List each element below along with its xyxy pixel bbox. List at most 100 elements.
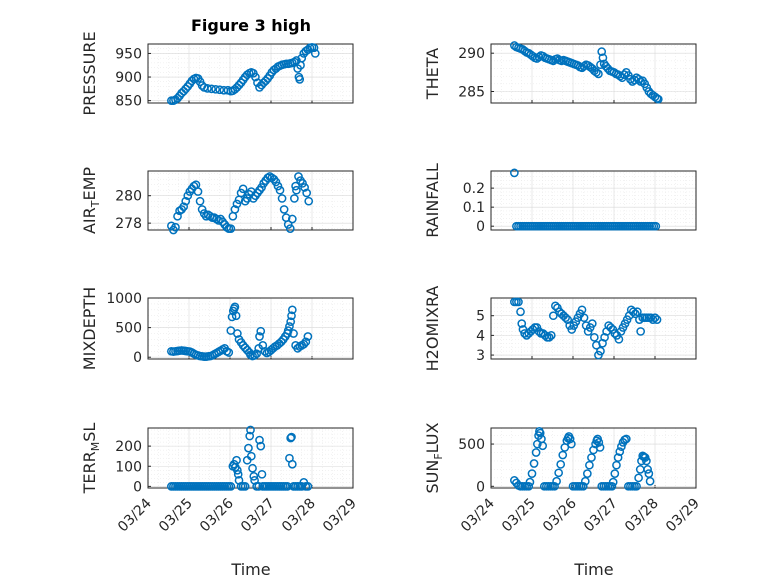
subplot-grid: 850 900 950 PRESSURE 285 290 THETA 278 280 AIRTEM… (80, 31, 703, 535)
y-axis-label-4: MIXDEPTH (80, 287, 99, 370)
data-point-6-52 (257, 469, 267, 479)
data-point-1-34 (579, 61, 589, 71)
axes-border-1 (490, 43, 697, 104)
data-point-6-68 (287, 432, 296, 442)
data-point-6-49 (254, 482, 264, 491)
data-point-7-64 (621, 434, 631, 444)
data-point-0-20 (215, 85, 225, 95)
data-point-5-39 (587, 319, 597, 328)
data-point-5-2 (514, 297, 523, 307)
data-point-2-59 (287, 214, 297, 224)
data-point-2-8 (183, 191, 193, 201)
x-tick-label-6-2: 03/26 (197, 495, 237, 535)
data-point-6-45 (248, 463, 257, 473)
y-tick-label-7-1: 500 (458, 437, 485, 453)
x-tick-label-6-0: 03/24 (115, 495, 155, 535)
data-point-4-44 (250, 351, 259, 360)
data-point-1-62 (634, 74, 643, 84)
y-tick-label-4-0: 0 (133, 350, 142, 366)
data-point-5-13 (534, 327, 544, 336)
data-point-4-73 (301, 337, 311, 347)
data-point-5-18 (544, 333, 554, 342)
data-point-2-34 (236, 188, 246, 198)
data-point-4-33 (230, 302, 240, 312)
data-point-4-74 (303, 332, 313, 341)
data-point-4-58 (276, 337, 286, 347)
data-point-2-0 (167, 221, 176, 231)
data-point-2-3 (173, 211, 182, 221)
data-point-7-42 (585, 460, 594, 470)
x-tick-label-6-3: 03/27 (238, 496, 278, 536)
data-point-5-21 (551, 301, 560, 311)
data-point-5-20 (548, 311, 558, 321)
data-point-7-61 (617, 442, 626, 451)
data-point-0-3 (173, 93, 182, 103)
data-point-2-55 (279, 205, 289, 214)
data-point-7-40 (580, 476, 590, 486)
data-point-7-39 (578, 481, 588, 491)
data-point-7-41 (583, 469, 592, 478)
data-point-7-7 (524, 481, 534, 491)
data-point-7-59 (613, 453, 623, 462)
data-point-4-30 (227, 312, 237, 322)
data-point-4-28 (224, 348, 234, 357)
data-point-7-56 (608, 477, 618, 487)
data-point-7-9 (527, 469, 537, 478)
data-point-6-44 (246, 451, 256, 461)
data-point-2-44 (257, 183, 266, 192)
data-point-0-35 (251, 72, 260, 82)
y-axis-label-6: TERRMSL (80, 423, 102, 495)
data-point-2-37 (242, 194, 252, 203)
subplot-5: 3 4 5 H2OMIXRA (423, 286, 697, 372)
data-point-7-10 (529, 459, 539, 468)
data-point-2-29 (226, 224, 236, 233)
data-point-2-54 (277, 194, 287, 203)
data-point-6-35 (233, 469, 243, 479)
data-point-6-46 (249, 471, 259, 481)
y-tick-label-5-1: 4 (476, 328, 485, 344)
data-point-7-70 (634, 473, 643, 483)
data-point-5-43 (596, 346, 605, 356)
data-point-7-12 (532, 439, 542, 449)
y-axis-label-5: H2OMIXRA (423, 286, 442, 372)
data-point-0-40 (261, 76, 271, 86)
data-point-6-34 (233, 465, 242, 475)
data-point-4-65 (287, 311, 296, 321)
subplot-7: 0 500 SUNFLUX 03/24 03/25 03/26 03/27 03/28 03/2… (423, 422, 703, 535)
y-tick-label-1-0: 285 (458, 85, 485, 101)
data-point-0-18 (207, 84, 216, 94)
axes-border-5 (490, 297, 697, 360)
y-axis-label-1: THETA (423, 48, 442, 100)
data-point-2-65 (298, 178, 307, 188)
data-point-4-66 (287, 305, 297, 315)
data-point-2-6 (179, 202, 189, 212)
data-point-5-59 (628, 307, 638, 317)
x-tick-label-7-4: 03/28 (622, 496, 662, 536)
data-point-6-39 (240, 482, 250, 491)
data-point-6-51 (256, 441, 266, 451)
y-tick-label-6-0: 0 (133, 479, 142, 495)
axes-frame-3 (490, 170, 697, 231)
axes-border-7 (490, 427, 697, 489)
data-point-2-35 (238, 184, 248, 194)
data-point-5-3 (516, 307, 525, 317)
data-point-7-57 (610, 469, 620, 478)
data-point-7-79 (645, 476, 655, 486)
data-point-5-71 (652, 315, 662, 324)
data-point-5-69 (648, 315, 658, 324)
data-point-6-69 (287, 459, 297, 469)
data-point-7-76 (642, 456, 651, 466)
x-axis-label-right: Time (573, 560, 613, 579)
y-tick-label-0-2: 950 (115, 46, 142, 62)
y-tick-label-4-1: 500 (115, 321, 142, 337)
subplot-3: 0 0.1 0.2 RAINFALL (423, 163, 697, 238)
data-point-4-48 (256, 326, 266, 336)
data-point-2-14 (195, 196, 205, 206)
data-point-1-12 (534, 52, 544, 62)
data-point-1-58 (626, 74, 635, 84)
data-point-1-40 (592, 68, 601, 77)
data-point-6-65 (283, 482, 292, 491)
data-point-1-53 (615, 71, 625, 81)
data-point-5-60 (630, 309, 640, 319)
x-tick-label-6-1: 03/25 (156, 496, 196, 536)
